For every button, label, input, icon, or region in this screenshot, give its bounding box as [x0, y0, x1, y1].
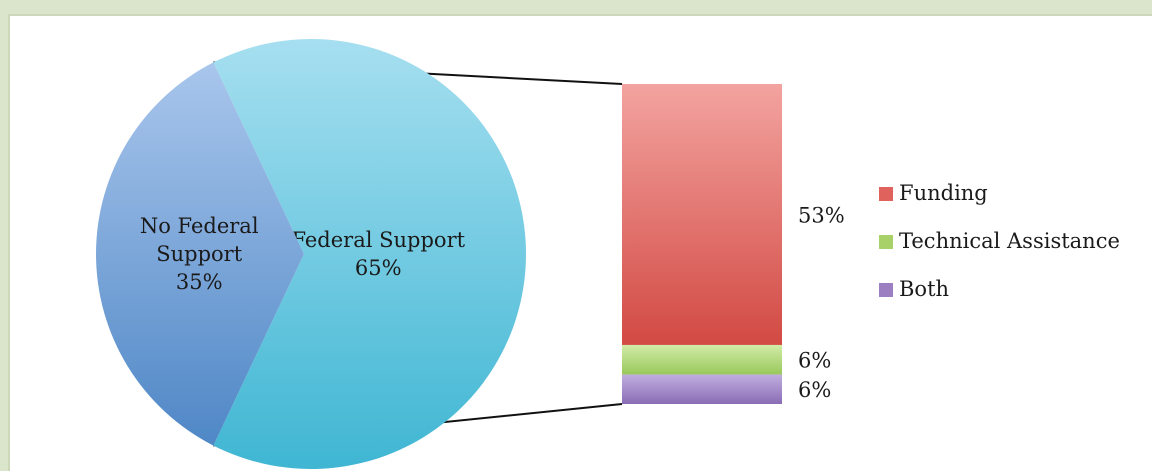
pie-of-bar-chart: Federal Support 65% No Federal Support 35% 6…: [96, 39, 1120, 470]
bar-label-funding: 53%: [798, 203, 845, 227]
legend-swatch-technical-assistance: [879, 235, 893, 249]
legend: Funding Technical Assistance Both: [879, 181, 1120, 301]
bar-label-both: 6%: [798, 378, 831, 402]
pie-label-federal-support-1: 65%: [355, 256, 402, 280]
bar-segment-technical-assistance: [622, 344, 782, 375]
bar-segment-funding: [622, 84, 782, 345]
bar-label-technical-assistance: 6%: [798, 349, 831, 373]
legend-swatch-funding: [879, 187, 893, 201]
chart-panel: Federal Support 65% No Federal Support 35% 6…: [8, 14, 1152, 471]
pie: Federal Support 65% No Federal Support 35%: [96, 39, 527, 470]
legend-swatch-both: [879, 283, 893, 297]
pie-slice-federal-support: [213, 39, 527, 470]
pie-label-federal-support-0: Federal Support: [291, 228, 465, 252]
pie-label-no-federal-2: 35%: [176, 270, 223, 294]
legend-label-funding: Funding: [899, 181, 988, 205]
pie-slice-no-federal: [96, 62, 305, 446]
pie-label-no-federal-0: No Federal: [140, 214, 259, 238]
bar-segment-both: [622, 374, 782, 404]
breakdown-bar: 6% 6% 53%: [622, 84, 845, 404]
pie-label-no-federal-1: Support: [156, 242, 242, 266]
legend-label-both: Both: [899, 277, 949, 301]
legend-label-technical-assistance: Technical Assistance: [899, 229, 1120, 253]
